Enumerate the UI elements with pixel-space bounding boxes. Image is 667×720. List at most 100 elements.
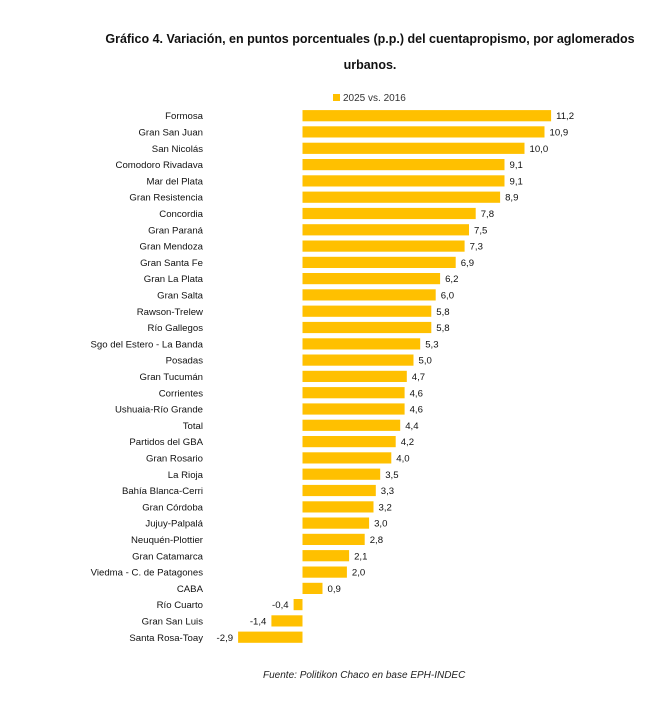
category-label: Total bbox=[183, 421, 203, 432]
bar bbox=[302, 142, 525, 154]
value-label: 3,3 bbox=[381, 486, 394, 497]
value-label: 4,6 bbox=[410, 405, 423, 416]
value-label: 8,9 bbox=[505, 193, 518, 204]
value-label: 9,1 bbox=[510, 176, 523, 187]
bar bbox=[302, 207, 476, 220]
bar bbox=[302, 321, 432, 334]
value-label: 7,5 bbox=[474, 225, 487, 236]
bar bbox=[302, 224, 469, 236]
bar bbox=[302, 436, 396, 448]
bar bbox=[302, 533, 365, 545]
bar bbox=[302, 273, 441, 285]
category-label: Concordia bbox=[159, 209, 203, 220]
category-label: Formosa bbox=[165, 111, 204, 122]
value-label: 5,0 bbox=[419, 356, 432, 367]
bar bbox=[302, 289, 436, 301]
category-label: Jujuy-Palpalá bbox=[145, 519, 203, 530]
bar bbox=[302, 126, 545, 138]
category-label: Posadas bbox=[166, 356, 204, 367]
value-label: 3,2 bbox=[379, 502, 392, 513]
category-label: Gran Córdoba bbox=[142, 502, 203, 513]
bar bbox=[302, 110, 552, 122]
category-label: Gran Catamarca bbox=[132, 551, 204, 562]
legend: 2025 vs. 2016 bbox=[333, 93, 406, 104]
value-label: 4,2 bbox=[401, 437, 414, 448]
category-label: Río Cuarto bbox=[157, 600, 203, 611]
value-label: 5,3 bbox=[425, 339, 438, 350]
bar bbox=[302, 175, 505, 187]
category-label: Gran San Juan bbox=[138, 127, 203, 138]
value-label: 7,3 bbox=[470, 242, 483, 253]
value-label: 5,8 bbox=[436, 323, 449, 334]
value-label: 6,2 bbox=[445, 274, 458, 285]
legend-swatch bbox=[333, 94, 340, 101]
category-label: La Rioja bbox=[168, 470, 204, 481]
category-label: Corrientes bbox=[159, 388, 203, 399]
bar bbox=[302, 403, 405, 415]
value-label: 0,9 bbox=[328, 584, 341, 595]
category-label: Viedma - C. de Patagones bbox=[91, 568, 204, 579]
category-label: Sgo del Estero - La Banda bbox=[90, 339, 203, 350]
value-label: 4,7 bbox=[412, 372, 425, 383]
value-label: 2,1 bbox=[354, 551, 367, 562]
bar bbox=[302, 387, 405, 399]
category-label: Gran Rosario bbox=[146, 453, 203, 464]
bar bbox=[302, 240, 465, 252]
value-label: 6,0 bbox=[441, 290, 454, 301]
bar bbox=[302, 550, 350, 562]
value-label: 4,6 bbox=[410, 388, 423, 399]
bar bbox=[302, 354, 414, 366]
value-label: 2,0 bbox=[352, 568, 365, 579]
value-label: 9,1 bbox=[510, 160, 523, 171]
value-label: 6,9 bbox=[461, 258, 474, 269]
bar bbox=[302, 566, 347, 578]
chart-title-line-2: urbanos. bbox=[343, 58, 397, 72]
value-label: 3,0 bbox=[374, 519, 387, 530]
category-label: Gran La Plata bbox=[144, 274, 204, 285]
category-label: Rawson-Trelew bbox=[137, 307, 203, 318]
bar bbox=[302, 468, 381, 480]
bar bbox=[302, 370, 407, 382]
bar bbox=[302, 517, 370, 529]
category-label: Santa Rosa-Toay bbox=[129, 633, 203, 644]
value-label: 11,2 bbox=[556, 111, 574, 122]
category-label: Partidos del GBA bbox=[129, 437, 203, 448]
category-label: Gran Tucumán bbox=[140, 372, 203, 383]
bar bbox=[302, 501, 374, 513]
value-label: 3,5 bbox=[385, 470, 398, 481]
bar bbox=[302, 484, 376, 497]
bar bbox=[302, 419, 401, 431]
category-label: Gran Resistencia bbox=[129, 193, 203, 204]
category-label: Gran Paraná bbox=[148, 225, 204, 236]
bars: Formosa 11,2 Gran San Juan 10,9 San Nicolás 1… bbox=[90, 110, 574, 644]
bar bbox=[302, 582, 323, 594]
bar bbox=[302, 191, 501, 203]
bar bbox=[302, 452, 392, 464]
bar bbox=[302, 159, 505, 171]
value-label: 4,0 bbox=[396, 453, 409, 464]
category-label: Gran Santa Fe bbox=[140, 258, 203, 269]
chart-title: Gráfico 4. Variación, en puntos porcentu… bbox=[95, 26, 645, 78]
value-label: -0,4 bbox=[272, 600, 289, 611]
legend-label: 2025 vs. 2016 bbox=[343, 93, 406, 104]
category-label: Ushuaia-Río Grande bbox=[115, 405, 203, 416]
value-label: 10,9 bbox=[550, 127, 569, 138]
category-label: Neuquén-Plottier bbox=[131, 535, 204, 546]
bar bbox=[271, 615, 303, 627]
category-label: Gran Mendoza bbox=[140, 242, 204, 253]
category-label: Río Gallegos bbox=[148, 323, 204, 334]
value-label: 2,8 bbox=[370, 535, 383, 546]
bar bbox=[293, 599, 303, 611]
value-label: 7,8 bbox=[481, 209, 494, 220]
bar bbox=[302, 338, 421, 350]
value-label: -1,4 bbox=[250, 616, 267, 627]
category-label: Bahía Blanca-Cerri bbox=[122, 486, 203, 497]
category-label: Gran San Luis bbox=[142, 616, 204, 627]
category-label: Gran Salta bbox=[157, 290, 204, 301]
source-note: Fuente: Politikon Chaco en base EPH-INDE… bbox=[263, 670, 466, 681]
chart-title-line-1: Gráfico 4. Variación, en puntos porcentu… bbox=[105, 32, 635, 46]
bar bbox=[302, 305, 432, 317]
value-label: -2,9 bbox=[217, 633, 234, 644]
category-label: San Nicolás bbox=[152, 144, 203, 155]
